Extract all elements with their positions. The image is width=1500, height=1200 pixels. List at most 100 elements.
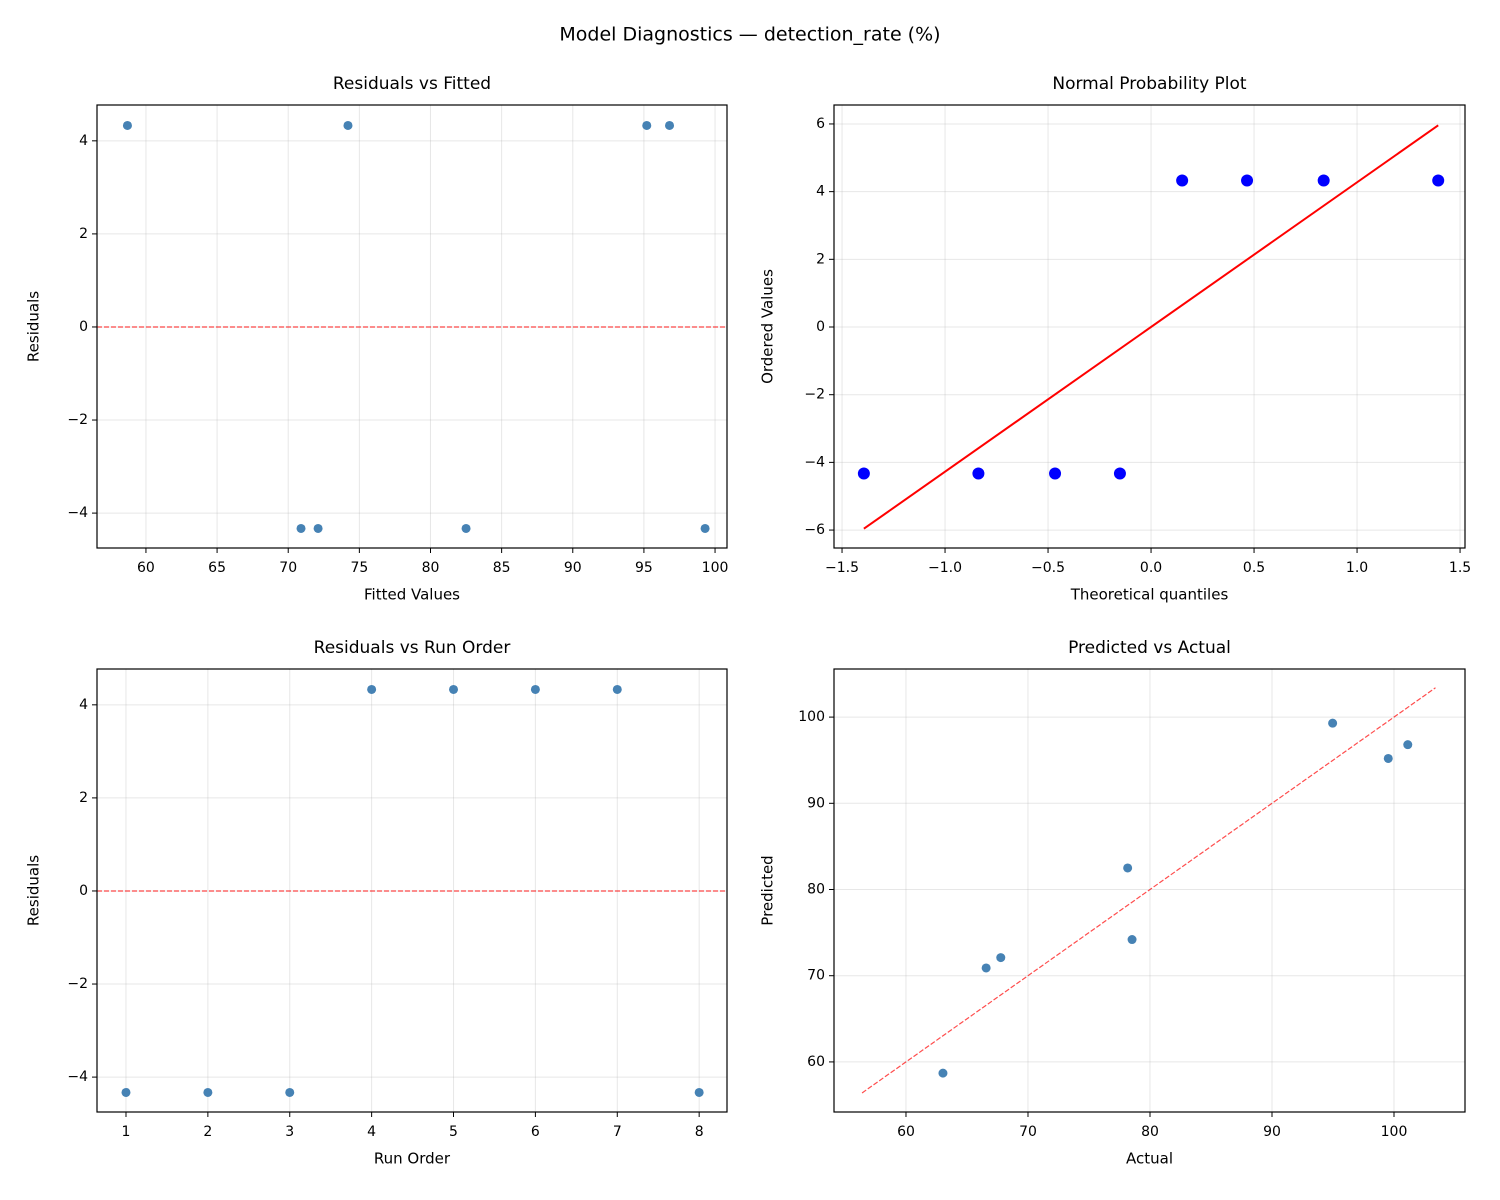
point: [449, 684, 459, 694]
y-tick-label: 2: [816, 251, 825, 267]
y-tick-label: 4: [79, 133, 88, 149]
point: [981, 963, 991, 973]
point: [642, 120, 652, 130]
point: [343, 120, 353, 130]
x-tick-label: 70: [1019, 1124, 1037, 1140]
figure-title: Model Diagnostics — detection_rate (%): [559, 24, 940, 46]
point: [1328, 718, 1338, 728]
y-tick-label: −2: [67, 412, 88, 428]
subplot: 1 2 3 4 5 6 7 8 −4 −2 0 2 4 Residuals vs Run Order Run…: [25, 638, 728, 1168]
y-tick-label: 0: [816, 319, 825, 335]
point: [1176, 174, 1189, 187]
point: [1241, 174, 1254, 187]
x-tick-label: 1.5: [1449, 560, 1471, 576]
point: [530, 684, 540, 694]
point: [296, 523, 306, 533]
y-axis-label: Ordered Values: [759, 269, 777, 384]
x-tick-label: 70: [279, 560, 297, 576]
y-tick-label: −4: [67, 505, 88, 521]
x-tick-label: 6: [531, 1124, 540, 1140]
x-tick-label: 1.0: [1346, 560, 1368, 576]
point: [121, 1087, 131, 1097]
y-tick-label: −2: [804, 387, 825, 403]
point: [461, 523, 471, 533]
y-axis-label: Residuals: [25, 855, 43, 926]
subplot: −1.5 −1.0 −0.5 0.0 0.5 1.0 1.5 −6 −4 −2 0 2 4 6 Normal…: [759, 74, 1472, 604]
point: [857, 467, 870, 480]
x-tick-label: 0.0: [1140, 560, 1162, 576]
x-tick-label: 90: [564, 560, 582, 576]
point: [203, 1087, 213, 1097]
point: [367, 684, 377, 694]
point: [1403, 740, 1413, 750]
point: [1383, 753, 1393, 763]
point: [996, 953, 1006, 963]
y-axis-label: Predicted: [759, 855, 777, 925]
subplot-title: Residuals vs Fitted: [333, 74, 491, 94]
point: [1127, 935, 1137, 945]
y-axis-label: Residuals: [25, 291, 43, 362]
fit-line: [863, 124, 1439, 530]
x-tick-label: −0.5: [1031, 560, 1065, 576]
y-tick-label: −2: [67, 976, 88, 992]
y-tick-label: 100: [798, 709, 825, 725]
x-tick-label: 80: [422, 560, 440, 576]
x-tick-label: −1.0: [928, 560, 962, 576]
x-tick-label: 60: [897, 1124, 915, 1140]
x-axis-label: Actual: [1126, 1150, 1173, 1168]
y-tick-label: 60: [807, 1054, 825, 1070]
y-tick-label: 2: [79, 226, 88, 242]
x-axis-label: Theoretical quantiles: [1070, 586, 1229, 604]
y-tick-label: 2: [79, 790, 88, 806]
x-tick-label: 5: [449, 1124, 458, 1140]
x-tick-label: 65: [208, 560, 226, 576]
y-tick-label: 0: [79, 883, 88, 899]
point: [700, 523, 710, 533]
point: [313, 523, 323, 533]
point: [1317, 174, 1330, 187]
x-tick-label: 75: [350, 560, 368, 576]
point: [285, 1087, 295, 1097]
y-tick-label: −4: [67, 1069, 88, 1085]
y-tick-label: 70: [807, 968, 825, 984]
x-tick-label: 8: [695, 1124, 704, 1140]
x-tick-label: 7: [613, 1124, 622, 1140]
x-tick-label: 80: [1141, 1124, 1159, 1140]
y-tick-label: 0: [79, 319, 88, 335]
x-tick-label: 100: [702, 560, 729, 576]
subplot-title: Residuals vs Run Order: [314, 638, 511, 658]
axes-frame: [96, 668, 728, 1113]
x-axis-label: Run Order: [374, 1150, 451, 1168]
y-tick-label: 80: [807, 882, 825, 898]
point: [665, 120, 675, 130]
subplot-title: Normal Probability Plot: [1052, 74, 1247, 94]
point: [694, 1087, 704, 1097]
x-tick-label: 60: [137, 560, 155, 576]
subplot: 60 70 80 90 100 60 70 80 90 100 Predicted vs Actua…: [759, 638, 1466, 1168]
x-tick-label: 3: [285, 1124, 294, 1140]
subplot-title: Predicted vs Actual: [1068, 638, 1231, 658]
x-tick-label: 4: [367, 1124, 376, 1140]
y-tick-label: −6: [804, 522, 825, 538]
y-tick-label: −4: [804, 454, 825, 470]
x-tick-label: −1.5: [825, 560, 859, 576]
x-tick-label: 1: [122, 1124, 131, 1140]
point: [612, 684, 622, 694]
x-tick-label: 100: [1381, 1124, 1408, 1140]
x-axis-label: Fitted Values: [364, 586, 460, 604]
point: [1113, 467, 1126, 480]
point: [122, 120, 132, 130]
y-tick-label: 90: [807, 795, 825, 811]
reference-line: [861, 687, 1436, 1094]
point: [938, 1068, 948, 1078]
point: [1049, 467, 1062, 480]
y-tick-label: 6: [816, 116, 825, 132]
y-tick-label: 4: [79, 697, 88, 713]
axes-frame: [833, 104, 1466, 549]
x-tick-label: 0.5: [1243, 560, 1265, 576]
point: [1123, 863, 1133, 873]
subplot: 60 65 70 75 80 85 90 95 100 −4 −2 0 2 4 Residuals vs F…: [25, 74, 729, 604]
axes-frame: [833, 668, 1466, 1113]
